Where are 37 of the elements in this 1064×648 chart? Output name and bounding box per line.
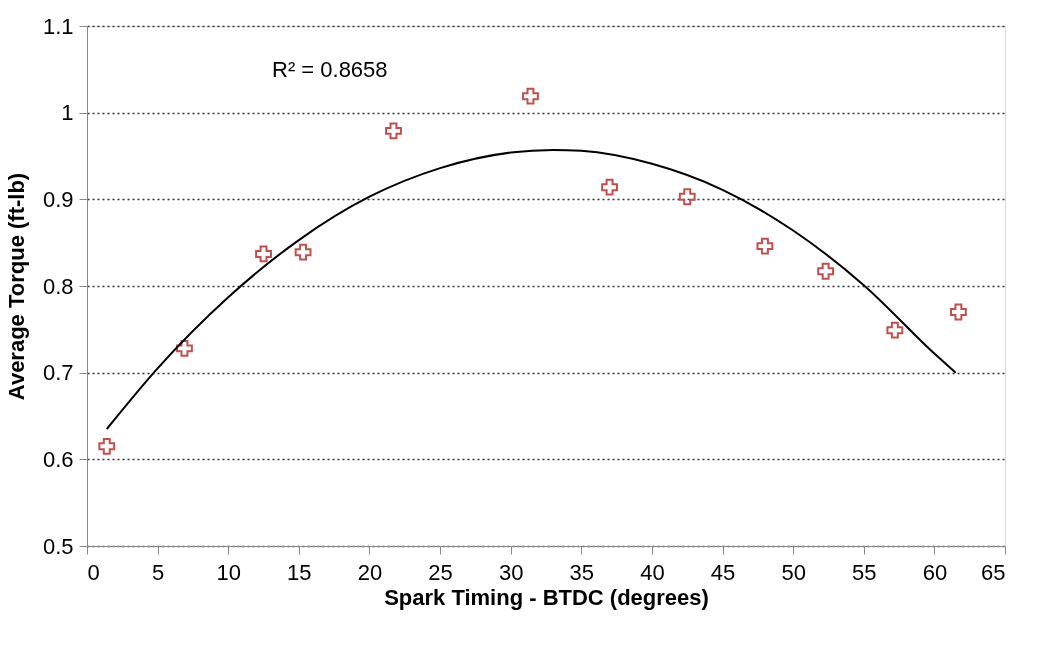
x-tick-label: 40 [640,559,665,585]
x-tick-label: 15 [287,559,312,585]
y-tick-label: 0.7 [42,360,74,386]
x-tick-label: 55 [852,559,877,585]
y-tick-label: 0.8 [42,273,74,299]
y-tick-label: 0.9 [42,186,74,212]
y-tick-label: 0.6 [42,446,74,472]
point [817,262,835,280]
annotation: R² = 0.8658 [272,57,388,82]
point [601,178,618,196]
point [678,188,696,206]
y-axis-title: Average Torque (ft-lb) [3,172,29,401]
point [255,245,272,263]
y-tick-label: 1 [61,100,74,126]
point [176,339,193,357]
x-axis-title: Spark Timing - BTDC (degrees) [384,584,709,610]
point [522,87,539,105]
x-tick-label: 60 [922,559,948,585]
point [98,437,116,455]
y-tick-label: 1.1 [42,13,74,39]
point [949,303,967,321]
x-tick-label: 0 [87,559,100,585]
x-tick-label: 45 [710,559,736,585]
line-series [105,148,957,430]
point [385,122,402,140]
x-tick-label: 50 [781,559,806,585]
x-tick-label: 20 [357,559,383,585]
point [756,237,774,255]
x-tick-label: 10 [216,559,241,585]
y-tick-label: 0.5 [42,533,74,559]
x-tick-label: 30 [498,559,524,585]
point [886,321,904,339]
x-tick-label: 65 [981,559,1006,585]
x-tick-label: 35 [569,559,595,585]
x-tick-label: 25 [428,559,453,585]
point [294,243,312,261]
x-tick-label: 5 [151,559,165,585]
